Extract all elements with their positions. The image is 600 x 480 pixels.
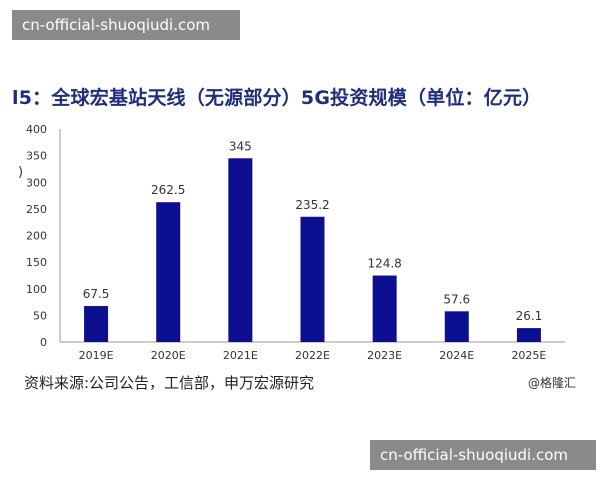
x-tick-label: 2020E bbox=[151, 349, 186, 362]
watermark-bottom: cn-official-shuoqiudi.com bbox=[370, 440, 596, 470]
x-tick-label: 2021E bbox=[223, 349, 258, 362]
bar-2023E bbox=[372, 275, 397, 342]
y-tick-label: 0 bbox=[40, 336, 47, 349]
watermark-top: cn-official-shuoqiudi.com bbox=[12, 10, 240, 40]
bar-2025E bbox=[516, 328, 541, 342]
x-tick-label: 2022E bbox=[295, 349, 330, 362]
bar-2022E bbox=[300, 216, 325, 342]
y-tick-label: 150 bbox=[26, 256, 47, 269]
y-tick-label: 300 bbox=[26, 176, 47, 189]
credit-label: @格隆汇 bbox=[528, 376, 577, 390]
data-label: 262.5 bbox=[151, 183, 185, 197]
bar-2021E bbox=[228, 158, 253, 342]
x-tick-label: 2025E bbox=[511, 349, 546, 362]
bar-2020E bbox=[156, 202, 181, 342]
bar-2019E bbox=[84, 306, 109, 342]
bar-2024E bbox=[444, 311, 469, 342]
y-tick-label: 350 bbox=[26, 150, 47, 163]
chart-title: l5：全球宏基站天线（无源部分）5G投资规模（单位：亿元） bbox=[12, 87, 542, 109]
data-label: 67.5 bbox=[83, 287, 110, 301]
x-tick-label: 2023E bbox=[367, 349, 402, 362]
y-tick-label: 100 bbox=[26, 283, 47, 296]
data-label: 345 bbox=[229, 139, 252, 153]
y-tick-label: 200 bbox=[26, 230, 47, 243]
data-label: 124.8 bbox=[367, 257, 401, 271]
x-tick-label: 2024E bbox=[439, 349, 474, 362]
source-note: 资料来源:公司公告，工信部，申万宏源研究 bbox=[24, 374, 315, 392]
y-axis-fragment: ) bbox=[18, 165, 23, 180]
data-label: 235.2 bbox=[295, 198, 329, 212]
data-label: 26.1 bbox=[516, 309, 543, 323]
data-label: 57.6 bbox=[443, 292, 470, 306]
x-tick-label: 2019E bbox=[79, 349, 114, 362]
y-tick-label: 250 bbox=[26, 203, 47, 216]
y-tick-label: 50 bbox=[33, 309, 47, 322]
y-tick-label: 400 bbox=[26, 123, 47, 136]
